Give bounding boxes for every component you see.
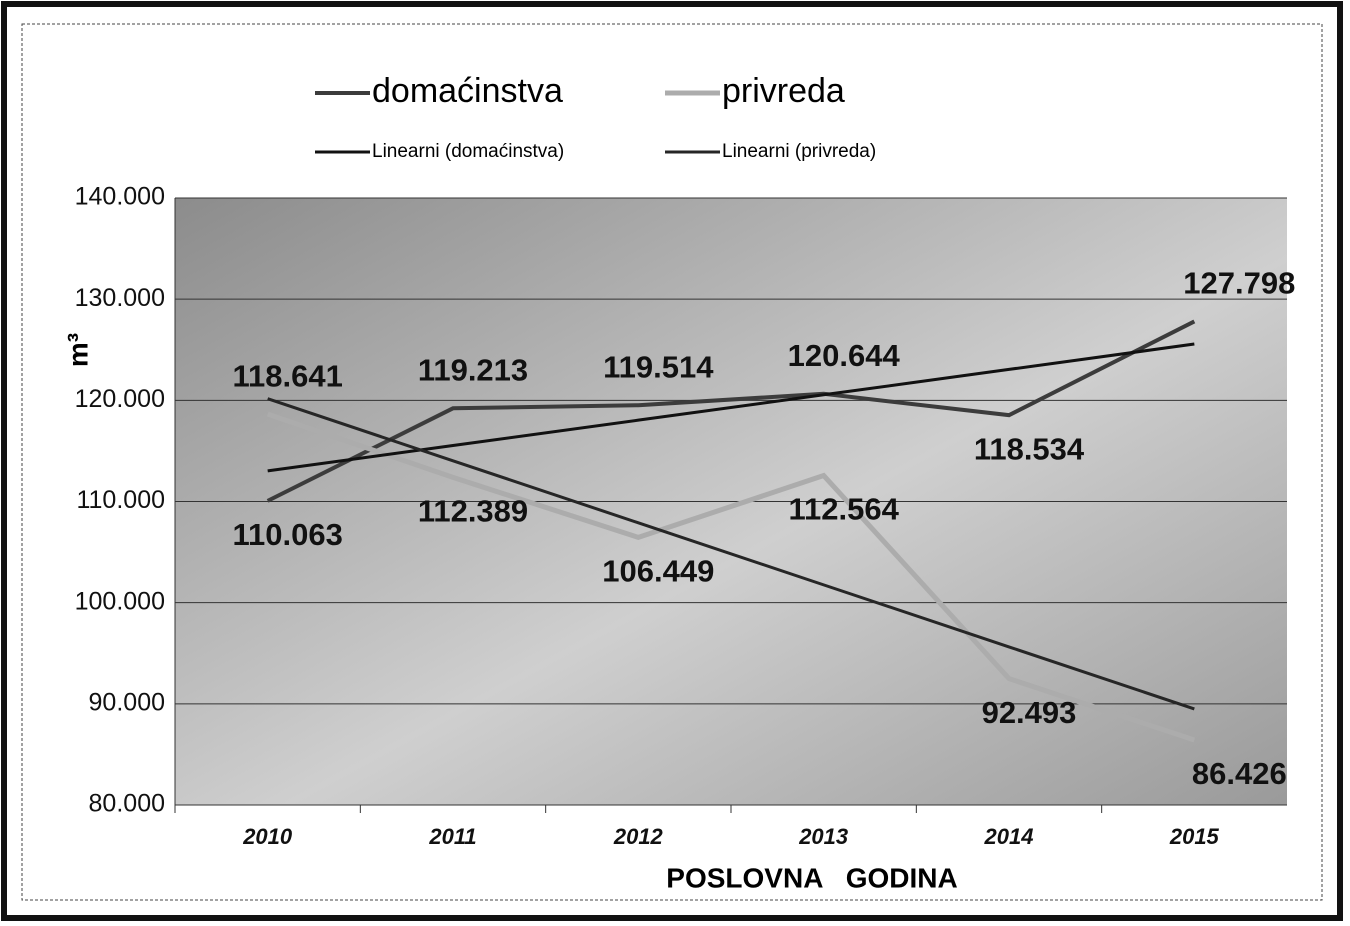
x-tick-label: 2013	[798, 824, 848, 849]
data-label: 127.798	[1183, 266, 1295, 301]
data-label: 112.389	[418, 494, 528, 529]
data-label: 119.213	[418, 352, 528, 387]
y-tick-label: 120.000	[75, 385, 165, 413]
legend-label: domaćinstva	[372, 72, 563, 110]
y-tick-label: 80.000	[89, 790, 165, 818]
data-label: 112.564	[788, 492, 899, 527]
y-tick-label: 110.000	[76, 486, 165, 514]
x-tick-label: 2015	[1169, 824, 1220, 849]
legend-label: Linearni (privreda)	[722, 141, 876, 162]
x-tick-label: 2014	[984, 824, 1034, 849]
x-axis-label: POSLOVNA GODINA	[666, 862, 957, 893]
x-tick-label: 2011	[428, 824, 476, 849]
inner-frame	[21, 23, 1323, 901]
data-label: 118.641	[232, 358, 342, 393]
series-line	[266, 411, 1196, 743]
data-label: 110.063	[232, 517, 342, 552]
data-label: 86.426	[1192, 756, 1287, 791]
x-tick-label: 2012	[613, 824, 664, 849]
y-tick-label: 130.000	[75, 284, 165, 312]
data-label: 92.493	[982, 695, 1077, 730]
data-label: 118.534	[974, 431, 1085, 466]
data-label: 120.644	[788, 338, 901, 373]
data-label: 106.449	[602, 554, 714, 589]
y-tick-label: 140.000	[75, 183, 165, 211]
y-tick-label: 100.000	[75, 587, 165, 615]
y-tick-label: 90.000	[89, 688, 165, 716]
legend-label: privreda	[722, 72, 845, 110]
y-axis-label: m³	[62, 333, 93, 367]
series-line	[267, 397, 1195, 711]
x-tick-label: 2010	[242, 824, 293, 849]
series-line	[266, 319, 1196, 503]
legend-label: Linearni (domaćinstva)	[372, 141, 564, 162]
data-label: 119.514	[603, 349, 714, 384]
